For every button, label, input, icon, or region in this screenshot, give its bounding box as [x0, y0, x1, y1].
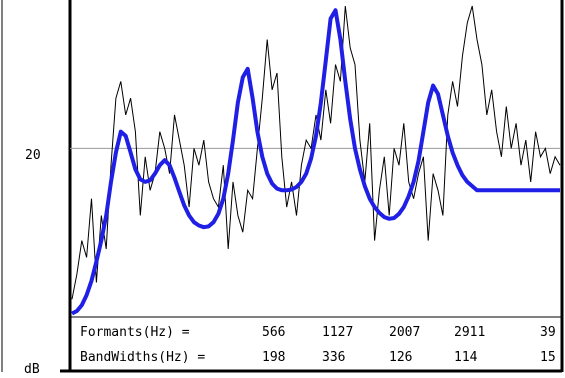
- formant-value-4: 2911: [454, 325, 485, 340]
- formant-value-3: 2007: [389, 325, 420, 340]
- bandwidth-value-5: 15: [540, 350, 556, 365]
- bandwidths-label: BandWidths(Hz) =: [80, 350, 205, 365]
- bandwidth-value-1: 198: [262, 350, 285, 365]
- formant-value-5: 39: [540, 325, 556, 340]
- bandwidth-value-2: 336: [322, 350, 345, 365]
- formant-value-2: 1127: [322, 325, 353, 340]
- lpc-envelope-line: [71, 8, 560, 316]
- y-tick-label-20: 20: [25, 148, 41, 163]
- bandwidth-value-3: 126: [389, 350, 412, 365]
- bandwidth-value-4: 114: [454, 350, 478, 365]
- series-layer: [71, 5, 561, 316]
- y-axis-unit-label: dB: [24, 362, 40, 377]
- formant-value-1: 566: [262, 325, 285, 340]
- formants-label: Formants(Hz) =: [80, 325, 190, 340]
- spectrum-line: [71, 5, 561, 300]
